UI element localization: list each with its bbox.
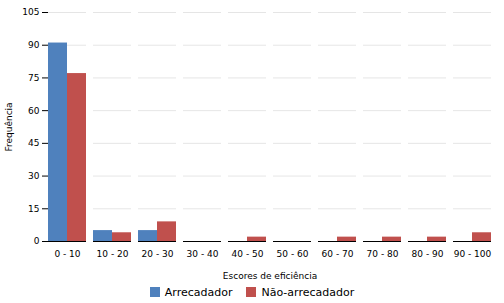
svg-text:0 - 10: 0 - 10	[54, 249, 80, 259]
svg-text:105: 105	[22, 7, 39, 17]
svg-text:20 - 30: 20 - 30	[142, 249, 174, 259]
svg-text:60: 60	[28, 106, 40, 116]
svg-text:60 - 70: 60 - 70	[322, 249, 354, 259]
svg-text:Escores de eficiência: Escores de eficiência	[223, 271, 317, 281]
svg-text:30: 30	[28, 171, 40, 181]
svg-text:10 - 20: 10 - 20	[97, 249, 129, 259]
html-text:Não-arrecadador: Não-arrecadador	[261, 285, 355, 299]
svg-text:90 - 100: 90 - 100	[454, 249, 492, 259]
svg-text:80 - 90: 80 - 90	[412, 249, 444, 259]
svg-text:75: 75	[28, 73, 39, 83]
svg-text:70 - 80: 70 - 80	[367, 249, 399, 259]
svg-text:90: 90	[28, 40, 40, 50]
svg-text:0: 0	[34, 236, 40, 246]
svg-text:45: 45	[28, 138, 39, 148]
html-text:Arrecadador: Arrecadador	[164, 285, 233, 299]
svg-text:40 - 50: 40 - 50	[232, 249, 264, 259]
svg-text:Frequência: Frequência	[4, 102, 14, 151]
svg-text:50 - 60: 50 - 60	[277, 249, 309, 259]
svg-text:15: 15	[28, 204, 39, 214]
svg-text:30 - 40: 30 - 40	[187, 249, 219, 259]
